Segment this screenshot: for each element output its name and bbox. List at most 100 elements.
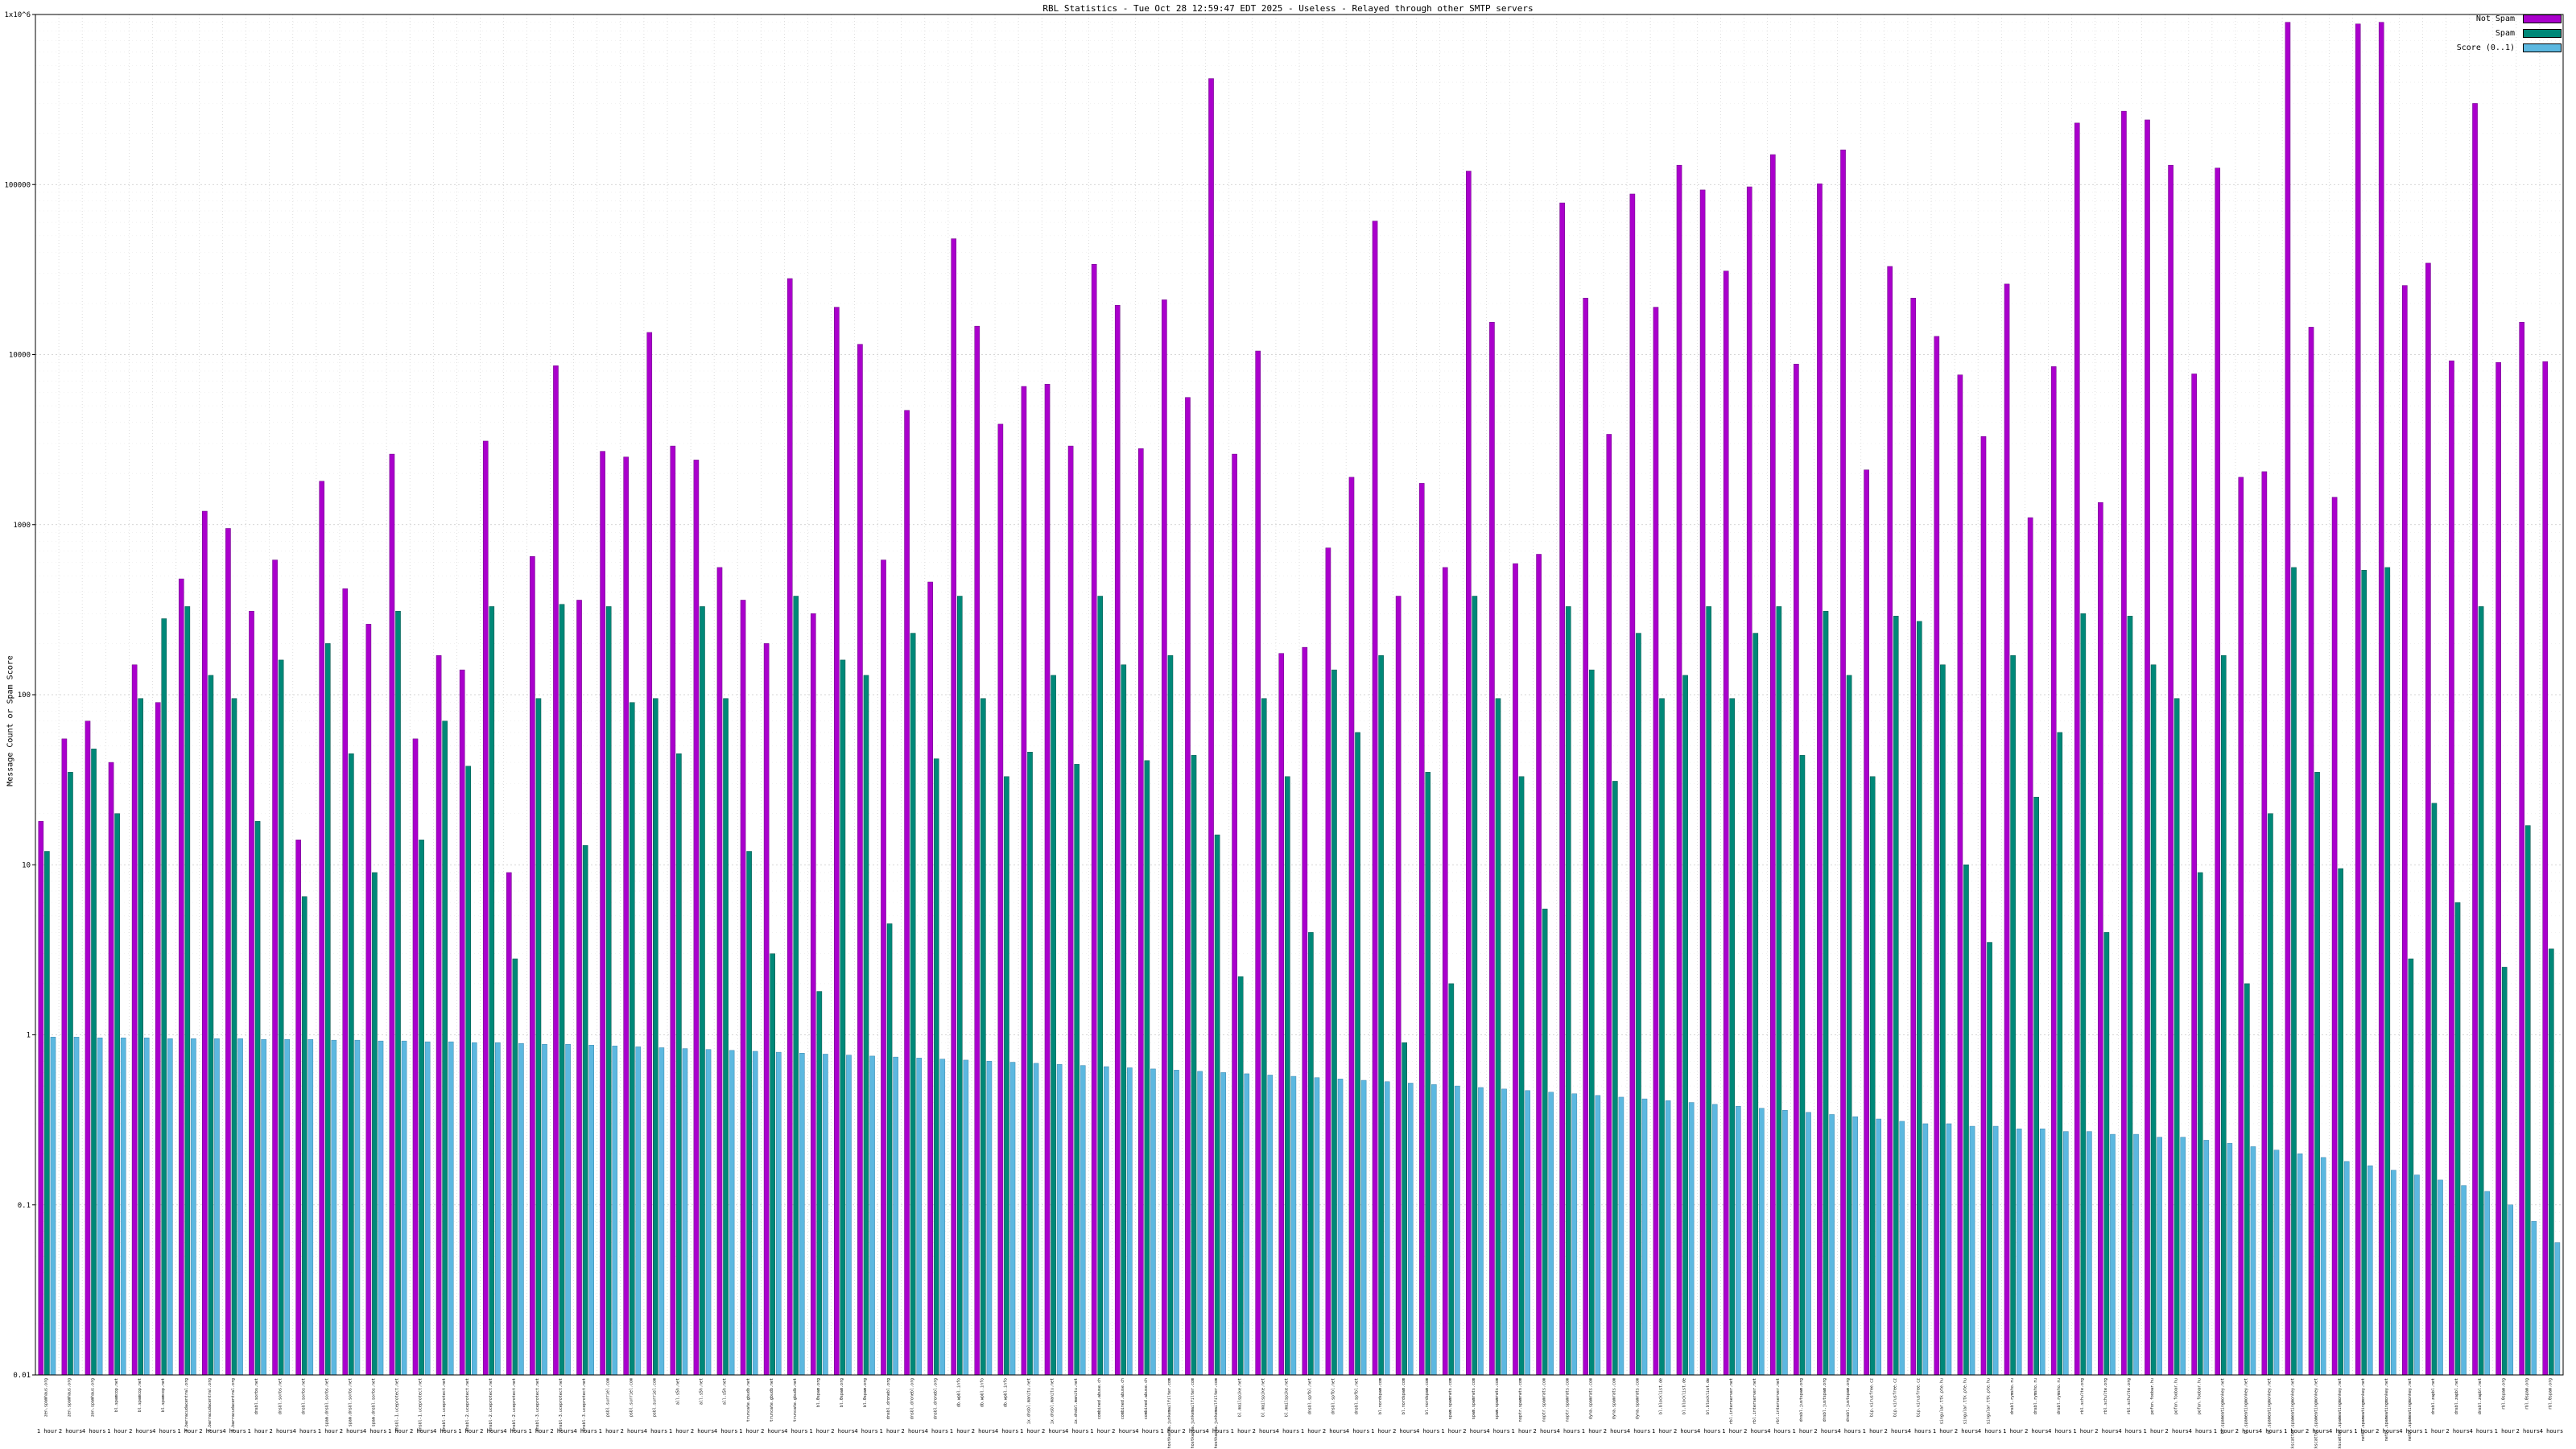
x-host-label: bl.spameatingmonkey.net bbox=[2268, 1378, 2273, 1434]
bar-score bbox=[1525, 1090, 1530, 1376]
x-period-label: 4 hours bbox=[152, 1428, 176, 1435]
bar-not-spam bbox=[2308, 327, 2314, 1376]
bar-spam bbox=[1706, 606, 1711, 1376]
bar-not-spam bbox=[670, 445, 676, 1376]
bar-not-spam bbox=[2542, 361, 2549, 1376]
x-period-label: 1 hour bbox=[1863, 1428, 1883, 1435]
x-host-label: truncate.gbudb.net bbox=[770, 1378, 774, 1422]
x-host-label: dnsbl-1.uceprotect.net bbox=[395, 1378, 400, 1431]
x-host-label: dnsbl.spfbl.net bbox=[1331, 1378, 1336, 1414]
bar-spam bbox=[2220, 655, 2227, 1376]
x-host-label: bl.spameatingmonkey.net bbox=[2244, 1378, 2249, 1434]
x-host-label: b.barracudacentral.org bbox=[184, 1378, 189, 1431]
bar-spam bbox=[2057, 732, 2063, 1376]
bar-spam bbox=[1378, 655, 1384, 1376]
bar-score bbox=[1009, 1062, 1016, 1376]
x-period-label: 1 hour bbox=[2144, 1428, 2164, 1435]
bar-spam bbox=[419, 840, 424, 1376]
bar-not-spam bbox=[2050, 366, 2057, 1376]
bar-score bbox=[729, 1050, 735, 1376]
x-host-label: dnsbl-1.uceprotect.net bbox=[442, 1378, 447, 1431]
bar-spam bbox=[442, 720, 448, 1376]
bar-not-spam bbox=[1676, 164, 1682, 1376]
bar-spam bbox=[746, 851, 752, 1376]
x-period-label: 1 hour bbox=[1371, 1428, 1391, 1435]
x-host-label: bl.blocklist.de bbox=[1682, 1378, 1687, 1414]
y-tick-label: 1x10^6 bbox=[4, 11, 31, 19]
bar-not-spam bbox=[1559, 202, 1565, 1376]
x-host-label: all.s5h.net bbox=[676, 1378, 681, 1405]
bar-spam bbox=[1776, 606, 1782, 1376]
x-host-label: dnsbl-2.uceprotect.net bbox=[465, 1378, 470, 1431]
x-period-label: 2 hours bbox=[691, 1428, 715, 1435]
bar-spam bbox=[1565, 606, 1571, 1376]
x-host-label: all.s5h.net bbox=[723, 1378, 728, 1405]
x-period-label: 1 hour bbox=[318, 1428, 338, 1435]
bar-score bbox=[542, 1043, 547, 1376]
x-period-label: 2 hours bbox=[2165, 1428, 2190, 1435]
x-host-label: noptr.spamrats.com bbox=[1565, 1378, 1570, 1422]
bar-score bbox=[518, 1042, 524, 1376]
bar-spam bbox=[489, 606, 495, 1376]
bar-score bbox=[120, 1037, 126, 1376]
x-host-label: backscatter.spameatingmonkey.net bbox=[2291, 1378, 2296, 1449]
bar-spam bbox=[2501, 967, 2508, 1376]
x-host-label: zen.spamhaus.org bbox=[91, 1378, 96, 1417]
bar-score bbox=[237, 1038, 243, 1376]
x-host-label: pofon.foobar.hu bbox=[2174, 1378, 2178, 1414]
x-period-label: 2 hours bbox=[621, 1428, 645, 1435]
bar-spam bbox=[2174, 698, 2180, 1376]
bar-spam bbox=[980, 698, 986, 1376]
bar-spam bbox=[2361, 570, 2368, 1376]
x-host-label: hostkarma.junkemailfilter.com bbox=[1214, 1378, 1219, 1448]
bar-not-spam bbox=[1864, 469, 1869, 1376]
bar-score bbox=[1782, 1109, 1788, 1376]
bar-spam bbox=[653, 698, 658, 1376]
bar-score bbox=[823, 1054, 828, 1376]
bar-not-spam bbox=[1770, 154, 1776, 1376]
x-host-label: all.s5h.net bbox=[700, 1378, 704, 1405]
bar-spam bbox=[723, 698, 729, 1376]
bar-not-spam bbox=[1232, 453, 1237, 1376]
bar-not-spam bbox=[2449, 360, 2454, 1376]
bar-spam bbox=[301, 896, 308, 1376]
bar-score bbox=[1174, 1070, 1179, 1376]
x-period-label: 4 hours bbox=[2048, 1428, 2072, 1435]
bar-score bbox=[167, 1038, 173, 1376]
bar-score bbox=[471, 1042, 477, 1376]
x-period-label: 2 hours bbox=[1534, 1428, 1558, 1435]
x-host-label: noptr.spamrats.com bbox=[1518, 1378, 1523, 1422]
bar-not-spam bbox=[2402, 285, 2408, 1376]
x-host-label: rbl.interserver.net bbox=[1729, 1378, 1734, 1424]
bar-not-spam bbox=[506, 872, 512, 1376]
x-host-label: dnsbl.zapbl.net bbox=[2454, 1378, 2459, 1414]
x-period-label: 4 hours bbox=[1486, 1428, 1510, 1435]
x-period-label: 4 hours bbox=[1276, 1428, 1300, 1435]
bar-not-spam bbox=[131, 664, 138, 1376]
bar-spam bbox=[2127, 616, 2133, 1376]
legend-row-spam: Spam bbox=[2457, 26, 2562, 40]
bar-spam bbox=[2314, 772, 2320, 1376]
bar-not-spam bbox=[1418, 483, 1425, 1376]
x-host-label: zen.spamhaus.org bbox=[44, 1378, 49, 1417]
x-host-label: dnsbl.spfbl.net bbox=[1308, 1378, 1313, 1414]
x-host-label: dnsbl.spfbl.net bbox=[1355, 1378, 1360, 1414]
bar-not-spam bbox=[1629, 193, 1636, 1376]
bar-spam bbox=[395, 610, 401, 1376]
y-tick-label: 10000 bbox=[9, 352, 31, 360]
x-host-label: bl.spamcop.net bbox=[138, 1378, 142, 1412]
bar-spam bbox=[1074, 764, 1080, 1376]
bar-score bbox=[2367, 1165, 2373, 1376]
bar-spam bbox=[1588, 669, 1595, 1376]
bar-not-spam bbox=[1606, 434, 1612, 1376]
x-period-label: 1 hour bbox=[1441, 1428, 1461, 1435]
x-period-label: 1 hour bbox=[2003, 1428, 2023, 1435]
bar-not-spam bbox=[1302, 646, 1308, 1376]
bar-spam bbox=[1425, 772, 1431, 1376]
x-period-label: 4 hours bbox=[925, 1428, 949, 1435]
x-host-label: netbl.spameatingmonkey.net bbox=[2384, 1378, 2389, 1441]
bar-not-spam bbox=[1138, 448, 1144, 1376]
bar-spam bbox=[886, 923, 893, 1376]
y-tick-label: 1000 bbox=[13, 522, 31, 530]
